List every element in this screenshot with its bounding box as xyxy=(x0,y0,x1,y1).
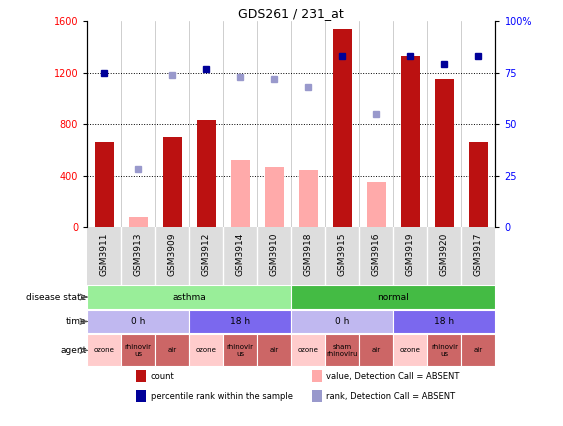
Text: air: air xyxy=(372,347,381,354)
Text: GSM3917: GSM3917 xyxy=(474,233,483,276)
Text: GSM3910: GSM3910 xyxy=(270,233,279,276)
Text: 18 h: 18 h xyxy=(435,317,454,326)
Bar xyxy=(394,310,495,333)
Bar xyxy=(87,310,189,333)
Bar xyxy=(394,334,427,366)
Bar xyxy=(87,334,121,366)
Text: count: count xyxy=(150,372,175,381)
Text: 0 h: 0 h xyxy=(335,317,350,326)
Bar xyxy=(87,285,292,309)
Bar xyxy=(136,390,146,402)
Bar xyxy=(462,334,495,366)
Text: rhinovir
us: rhinovir us xyxy=(227,344,254,357)
Text: GSM3916: GSM3916 xyxy=(372,233,381,276)
Text: time: time xyxy=(66,317,87,326)
Text: disease state: disease state xyxy=(26,293,87,302)
Bar xyxy=(292,334,325,366)
Text: air: air xyxy=(474,347,483,354)
Bar xyxy=(265,167,284,227)
Text: air: air xyxy=(168,347,177,354)
Bar xyxy=(231,160,249,227)
Bar xyxy=(299,170,318,227)
Text: sham
rhinoviru: sham rhinoviru xyxy=(327,344,358,357)
Text: 0 h: 0 h xyxy=(131,317,145,326)
Bar xyxy=(292,285,495,309)
Bar xyxy=(427,334,462,366)
Text: air: air xyxy=(270,347,279,354)
Text: agent: agent xyxy=(60,346,87,355)
Text: GSM3918: GSM3918 xyxy=(304,233,313,276)
Text: ozone: ozone xyxy=(298,347,319,354)
Text: percentile rank within the sample: percentile rank within the sample xyxy=(150,391,293,400)
Bar xyxy=(136,370,146,383)
Text: GSM3909: GSM3909 xyxy=(168,233,177,276)
Text: GSM3911: GSM3911 xyxy=(100,233,109,276)
Text: ozone: ozone xyxy=(94,347,115,354)
Bar xyxy=(292,310,394,333)
Text: GSM3920: GSM3920 xyxy=(440,233,449,276)
Title: GDS261 / 231_at: GDS261 / 231_at xyxy=(239,7,344,20)
Bar xyxy=(325,334,359,366)
Text: ozone: ozone xyxy=(196,347,217,354)
Text: asthma: asthma xyxy=(172,293,206,302)
Text: normal: normal xyxy=(378,293,409,302)
Text: rhinovir
us: rhinovir us xyxy=(125,344,152,357)
Bar xyxy=(224,334,257,366)
Bar xyxy=(95,142,114,227)
Bar xyxy=(469,142,488,227)
Bar xyxy=(163,137,182,227)
Bar xyxy=(435,79,454,227)
Bar xyxy=(359,334,394,366)
Bar xyxy=(312,390,322,402)
Bar xyxy=(197,120,216,227)
Bar xyxy=(129,217,148,227)
Text: value, Detection Call = ABSENT: value, Detection Call = ABSENT xyxy=(326,372,459,381)
Text: GSM3912: GSM3912 xyxy=(202,233,211,276)
Text: rhinovir
us: rhinovir us xyxy=(431,344,458,357)
Bar xyxy=(333,29,352,227)
Text: ozone: ozone xyxy=(400,347,421,354)
Bar xyxy=(401,56,420,227)
Bar xyxy=(189,334,224,366)
Text: GSM3913: GSM3913 xyxy=(134,233,143,276)
Bar xyxy=(367,182,386,227)
Text: rank, Detection Call = ABSENT: rank, Detection Call = ABSENT xyxy=(326,391,455,400)
Bar xyxy=(257,334,292,366)
Bar xyxy=(312,370,322,383)
Text: GSM3915: GSM3915 xyxy=(338,233,347,276)
Text: GSM3919: GSM3919 xyxy=(406,233,415,276)
Text: GSM3914: GSM3914 xyxy=(236,233,245,276)
Bar xyxy=(155,334,189,366)
Text: 18 h: 18 h xyxy=(230,317,251,326)
Bar xyxy=(189,310,292,333)
Bar xyxy=(121,334,155,366)
